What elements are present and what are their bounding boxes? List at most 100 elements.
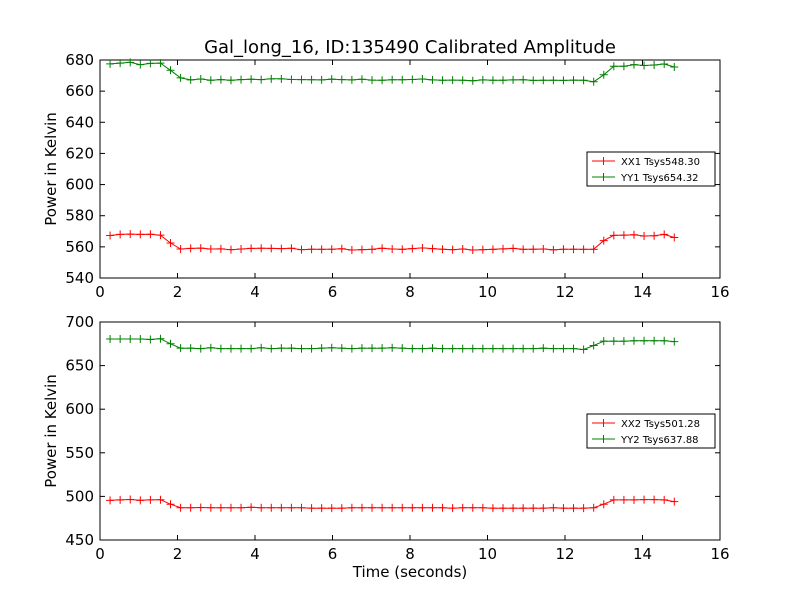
data-point-marker (226, 503, 235, 512)
data-point-marker (559, 245, 568, 254)
data-point-marker (337, 244, 346, 253)
data-point-marker (126, 335, 135, 344)
x-tick-label: 0 (95, 545, 105, 563)
data-point-marker (629, 495, 638, 504)
data-point-marker (327, 245, 336, 254)
data-point-marker (277, 244, 286, 253)
data-point-marker (438, 344, 447, 353)
data-point-marker (579, 345, 588, 354)
data-point-marker (186, 75, 195, 84)
data-point-marker (458, 344, 467, 353)
data-point-marker (569, 245, 578, 254)
data-point-marker (418, 243, 427, 252)
y-tick-label: 500 (65, 487, 94, 505)
data-point-marker (509, 75, 518, 84)
data-point-marker (418, 344, 427, 353)
data-point-marker (166, 339, 175, 348)
data-point-marker (539, 344, 548, 353)
data-point-marker (418, 74, 427, 83)
data-point-marker (116, 230, 125, 239)
data-point-marker (277, 503, 286, 512)
data-point-marker (448, 245, 457, 254)
data-point-marker (559, 504, 568, 513)
x-tick-label: 0 (95, 283, 105, 301)
y-tick-label: 660 (65, 82, 94, 100)
data-point-marker (257, 244, 266, 253)
data-point-marker (640, 495, 649, 504)
data-point-marker (388, 245, 397, 254)
legend-entry-label: YY1 Tsys654.32 (620, 173, 699, 184)
data-point-marker (438, 76, 447, 85)
data-point-marker (559, 76, 568, 85)
data-point-marker (670, 233, 679, 242)
data-point-marker (539, 76, 548, 85)
data-point-marker (297, 344, 306, 353)
data-point-marker (378, 76, 387, 85)
data-point-marker (317, 75, 326, 84)
data-point-marker (529, 344, 538, 353)
y-tick-label: 620 (65, 144, 94, 162)
data-point-marker (146, 335, 155, 344)
data-point-marker (216, 503, 225, 512)
data-point-marker (206, 503, 215, 512)
data-point-marker (166, 66, 175, 75)
data-point-marker (378, 244, 387, 253)
data-point-marker (529, 245, 538, 254)
data-point-marker (216, 75, 225, 84)
data-point-marker (670, 63, 679, 72)
data-point-marker (418, 503, 427, 512)
legend-entry-label: YY2 Tsys637.88 (620, 435, 699, 446)
data-point-marker (408, 503, 417, 512)
data-point-marker (579, 245, 588, 254)
data-point-marker (640, 231, 649, 240)
data-point-marker (428, 344, 437, 353)
data-point-marker (519, 344, 528, 353)
data-point-marker (237, 344, 246, 353)
data-point-marker (438, 503, 447, 512)
data-point-marker (277, 74, 286, 83)
data-point-marker (549, 344, 558, 353)
data-point-marker (136, 60, 145, 69)
data-point-marker (146, 59, 155, 68)
data-point-marker (569, 344, 578, 353)
data-point-marker (529, 504, 538, 513)
data-point-marker (468, 76, 477, 85)
data-point-marker (579, 504, 588, 513)
data-point-marker (226, 344, 235, 353)
data-point-marker (186, 244, 195, 253)
data-point-marker (398, 344, 407, 353)
x-tick-label: 16 (710, 283, 729, 301)
data-point-marker (247, 244, 256, 253)
data-point-marker (116, 335, 125, 344)
data-point-marker (166, 500, 175, 509)
data-point-marker (599, 70, 608, 79)
data-point-marker (629, 336, 638, 345)
data-point-marker (609, 62, 618, 71)
data-point-marker (357, 344, 366, 353)
y-axis-label: Power in Kelvin (42, 112, 60, 226)
data-point-marker (267, 344, 276, 353)
legend-marker-sample (599, 419, 608, 427)
data-point-marker (569, 504, 578, 513)
data-point-marker (176, 245, 185, 254)
data-point-marker (106, 335, 115, 344)
data-point-marker (126, 230, 135, 239)
data-point-marker (337, 75, 346, 84)
data-point-marker (599, 500, 608, 509)
data-point-marker (519, 75, 528, 84)
data-point-marker (488, 245, 497, 254)
legend-entry-label: XX1 Tsys548.30 (621, 157, 700, 168)
data-point-marker (408, 244, 417, 253)
data-point-marker (136, 335, 145, 344)
data-point-marker (176, 344, 185, 353)
data-point-marker (599, 236, 608, 245)
data-point-marker (156, 231, 165, 240)
data-point-marker (499, 244, 507, 253)
data-point-marker (428, 75, 437, 84)
data-point-marker (287, 344, 296, 353)
x-tick-label: 12 (555, 283, 574, 301)
data-point-marker (609, 337, 618, 346)
data-point-marker (549, 76, 558, 85)
data-point-marker (660, 336, 669, 345)
